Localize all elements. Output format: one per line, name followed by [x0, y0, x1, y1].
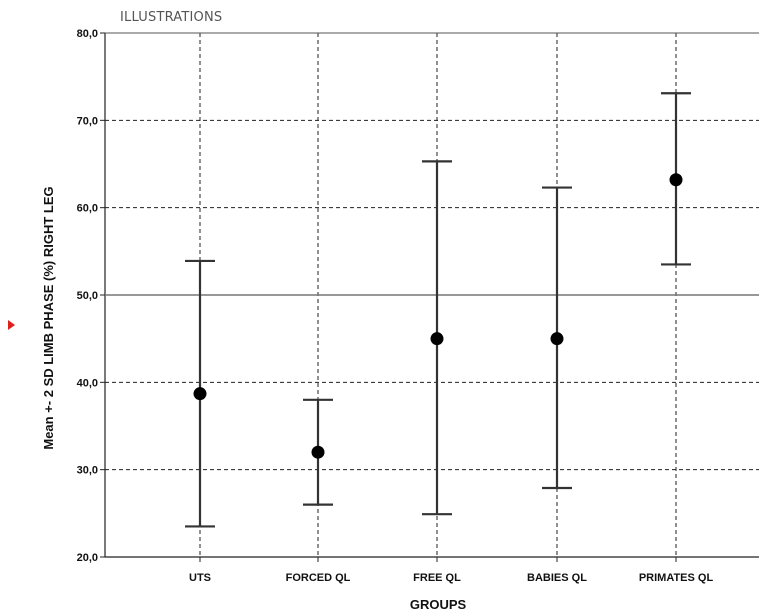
y-tick-label: 70,0	[77, 115, 98, 127]
y-axis-title: Mean +- 2 SD LIMB PHASE (%) RIGHT LEG	[41, 186, 56, 449]
x-tick-label: PRIMATES QL	[639, 572, 714, 584]
red-arrow-marker-icon	[8, 320, 15, 330]
mean-point	[550, 332, 564, 346]
y-tick-label: 20,0	[77, 552, 98, 564]
mean-point	[430, 332, 444, 346]
mean-point	[669, 173, 683, 187]
x-tick-label: FREE QL	[413, 572, 461, 584]
chart-header-label: ILLUSTRATIONS	[120, 10, 223, 25]
y-tick-label: 50,0	[77, 290, 98, 302]
y-tick-label: 60,0	[77, 203, 98, 215]
x-tick-label: BABIES QL	[527, 572, 587, 584]
y-tick-label: 80,0	[77, 28, 98, 40]
x-tick-label: UTS	[189, 572, 211, 584]
mean-points	[193, 173, 683, 459]
x-axis-ticks: UTS FORCED QL FREE QL BABIES QL PRIMATES QL	[189, 557, 713, 584]
x-axis-title: GROUPS	[410, 597, 467, 612]
mean-point	[311, 445, 325, 459]
y-tick-label: 30,0	[77, 465, 98, 477]
error-bars	[185, 92, 691, 528]
y-tick-label: 40,0	[77, 377, 98, 389]
y-axis-ticks: 20,0 30,0 40,0 50,0 60,0 70,0 80,0	[77, 28, 105, 564]
x-tick-label: FORCED QL	[286, 572, 351, 584]
mean-point	[193, 387, 207, 401]
